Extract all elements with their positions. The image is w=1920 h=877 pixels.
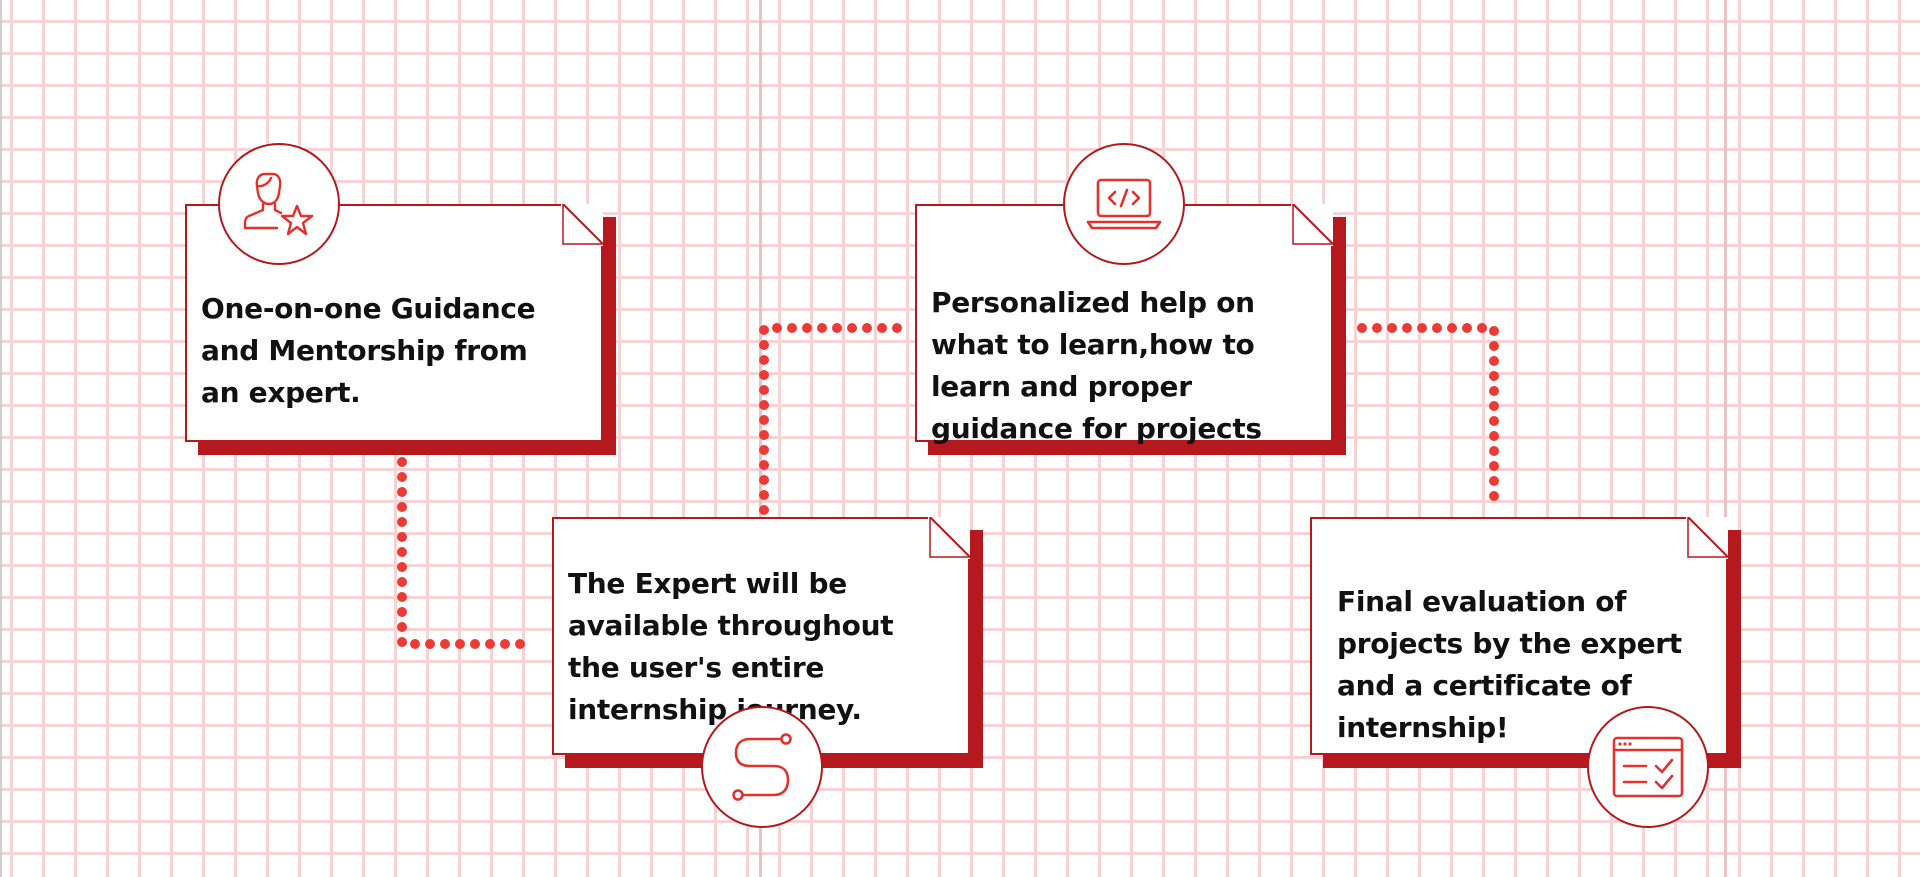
step-text-1: One-on-one Guidance and Mentorship from … (201, 292, 536, 409)
step-icon-circle-2 (701, 706, 823, 828)
connector-3-4 (1357, 323, 1499, 515)
step-text-3: Personalized help on what to learn,how t… (931, 286, 1262, 445)
checklist-window-icon (1612, 736, 1684, 798)
grid-major-line (1724, 0, 1727, 877)
page-fold (561, 204, 603, 246)
step-icon-circle-4 (1587, 706, 1709, 828)
user-star-icon (243, 172, 314, 236)
step-icon-circle-1 (218, 143, 340, 265)
laptop-code-icon (1086, 178, 1162, 230)
page-fold (1686, 517, 1728, 559)
route-icon (732, 733, 792, 801)
step-icon-circle-3 (1063, 143, 1185, 265)
step-card-1: One-on-one Guidance and Mentorship from … (185, 204, 603, 442)
connector-1-2 (397, 457, 539, 649)
step-text-4: Final evaluation of projects by the expe… (1337, 585, 1682, 744)
connector-2-3 (759, 323, 905, 515)
step-text-2: The Expert will be available throughout … (568, 567, 894, 726)
page-fold (928, 517, 970, 559)
page-fold (1291, 204, 1333, 246)
